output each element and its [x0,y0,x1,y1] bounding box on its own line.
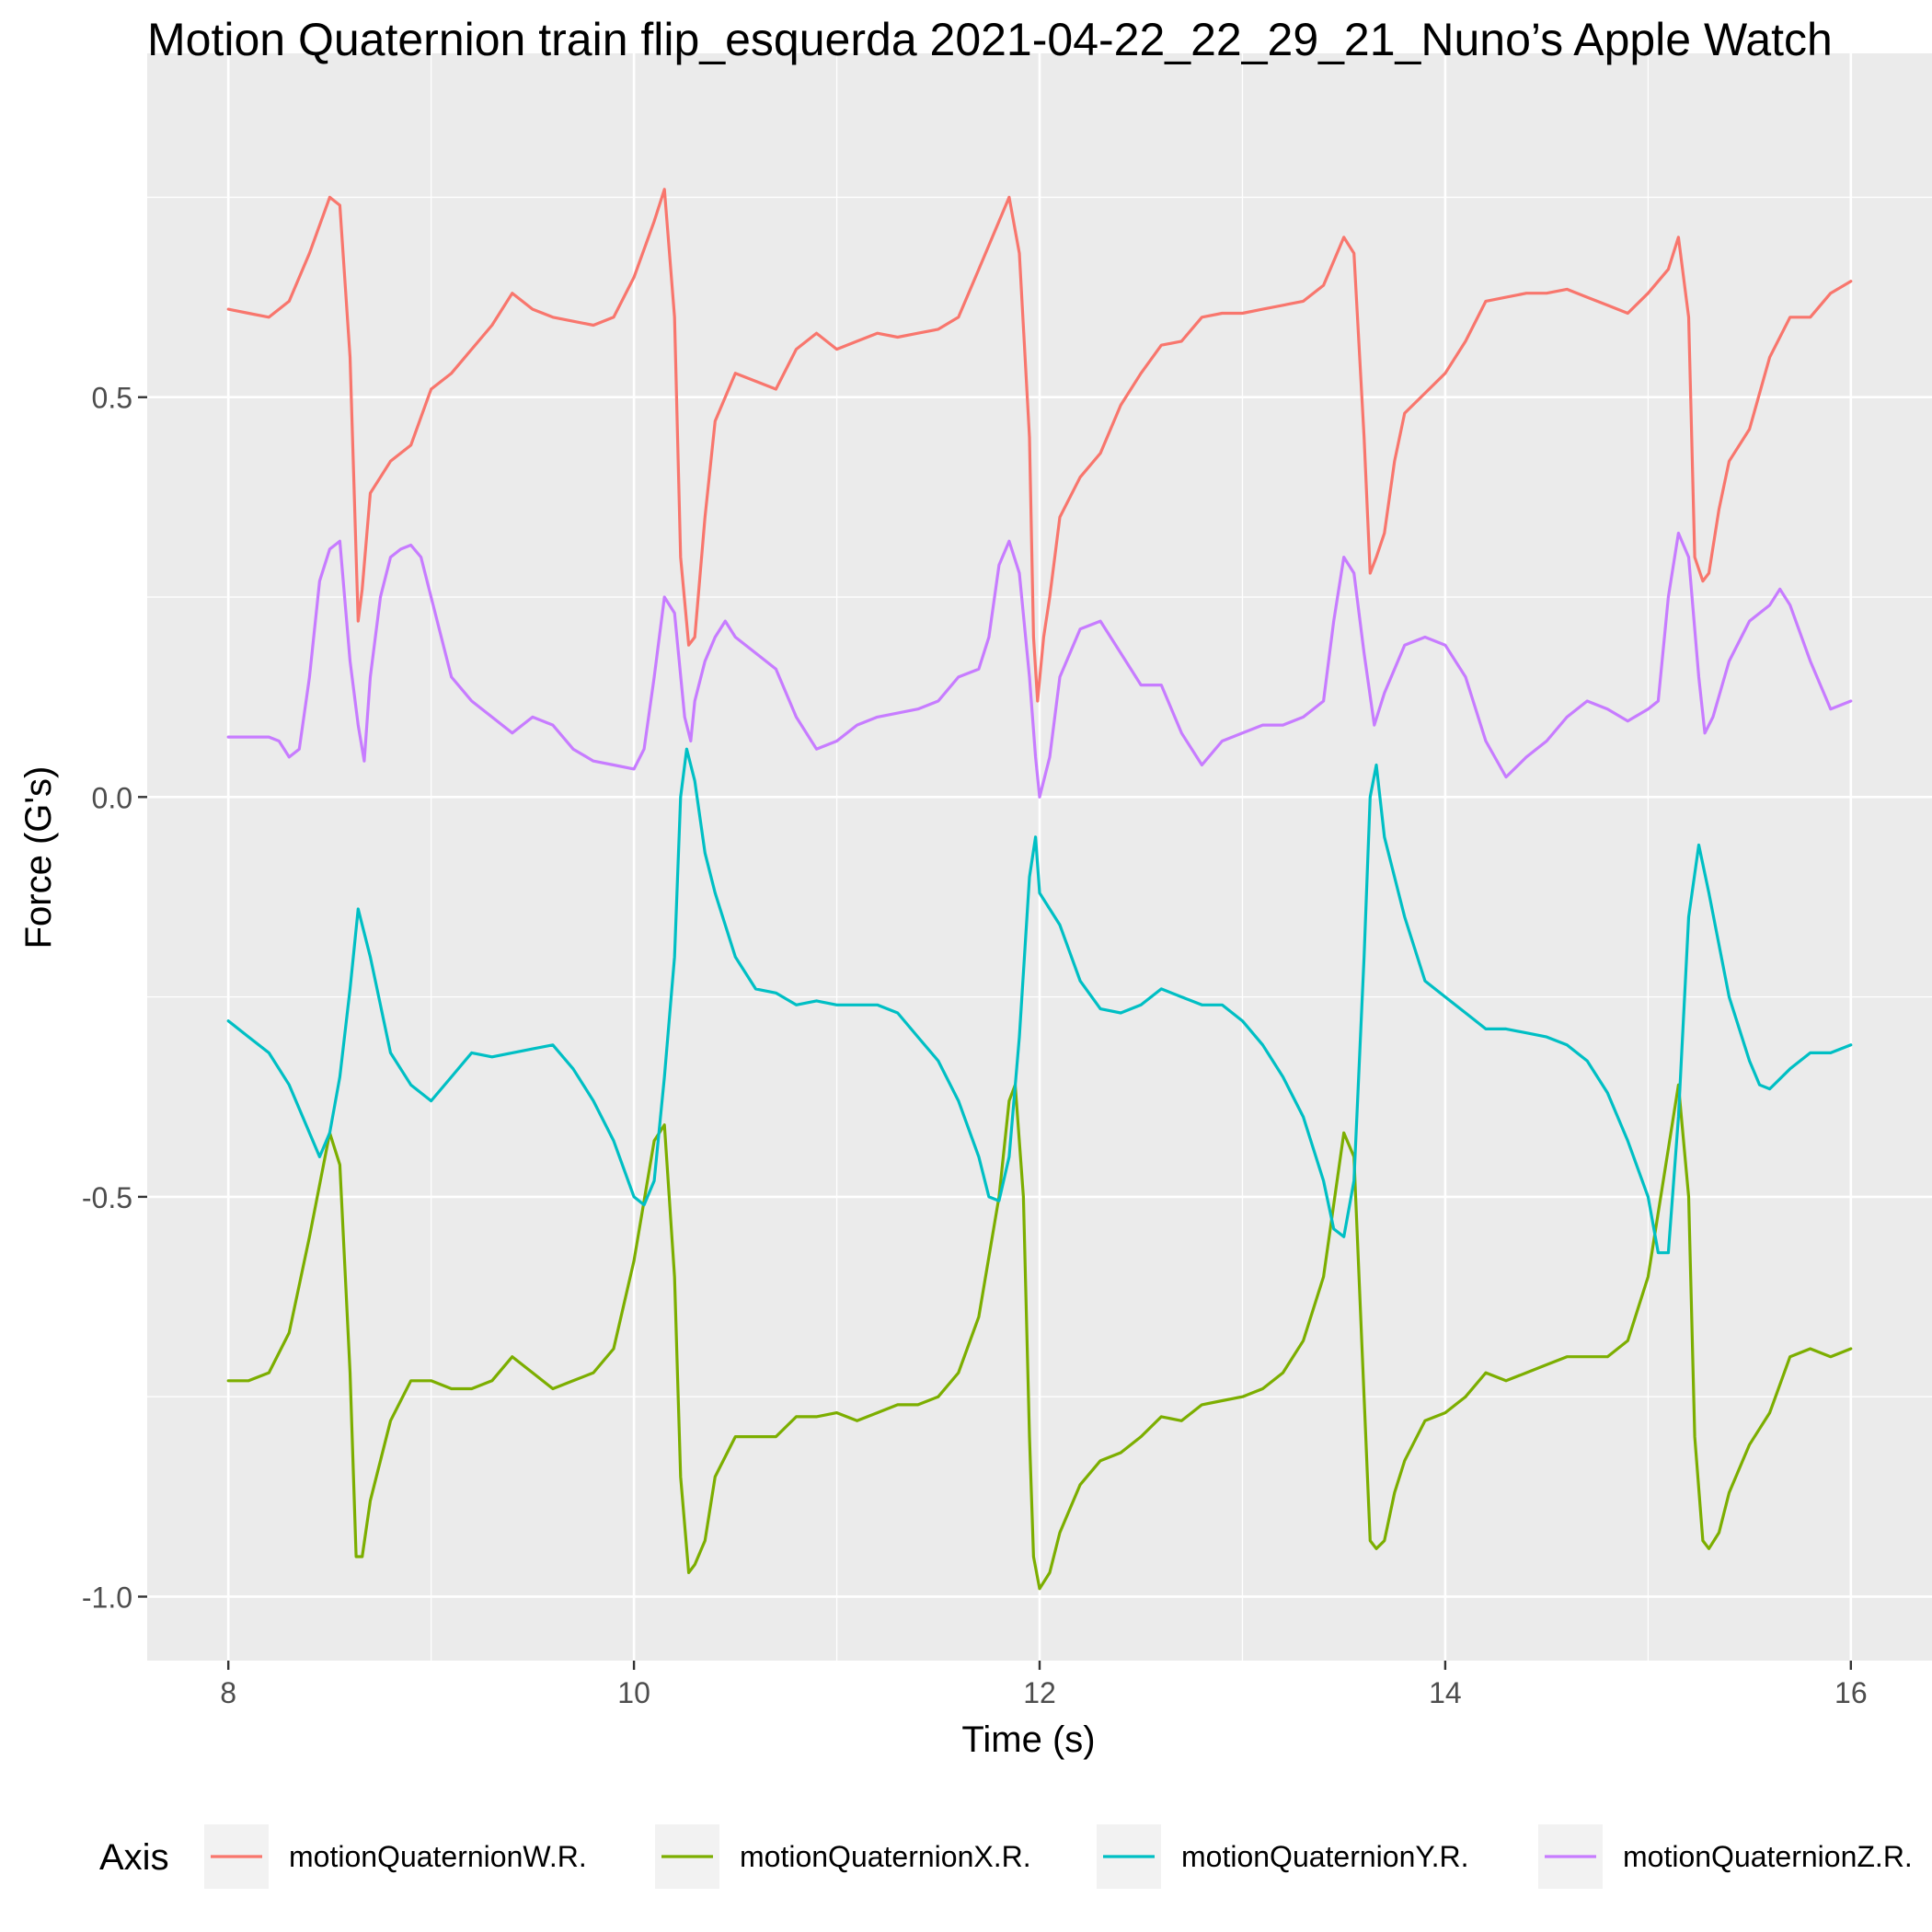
legend-label: motionQuaternionX.R. [740,1840,1031,1873]
legend-label: motionQuaternionZ.R. [1623,1840,1913,1873]
series-line-2 [226,1083,1853,1591]
x-tick-label: 8 [220,1676,236,1709]
series-line-4 [226,531,1853,799]
series-lines [226,188,1853,1591]
y-axis-title: Force (G's) [18,766,59,949]
legend: Axis motionQuaternionW.R. motionQuaternio… [99,1824,1913,1889]
x-tick-label: 14 [1429,1676,1462,1709]
x-axis-title: Time (s) [961,1719,1095,1760]
chart-title: Motion Quaternion train flip_esquerda 20… [147,14,1833,65]
x-tick-label: 10 [617,1676,650,1709]
legend-title: Axis [99,1837,169,1878]
series-line-1 [226,188,1853,703]
y-tick-label: -0.5 [82,1181,132,1214]
y-tick-label: -1.0 [82,1581,132,1614]
y-tick-label: 0.5 [92,382,132,415]
series-line-3 [226,747,1853,1255]
legend-entry: motionQuaternionW.R. [204,1824,587,1889]
y-axis: -1.0 -0.5 0.0 0.5 [82,382,147,1614]
legend-entry: motionQuaternionZ.R. [1538,1824,1913,1889]
legend-entry: motionQuaternionX.R. [655,1824,1031,1889]
y-tick-label: 0.0 [92,781,132,814]
legend-label: motionQuaternionY.R. [1181,1840,1468,1873]
legend-label: motionQuaternionW.R. [289,1840,587,1873]
x-tick-label: 16 [1834,1676,1868,1709]
legend-entry: motionQuaternionY.R. [1097,1824,1468,1889]
x-tick-label: 12 [1023,1676,1056,1709]
x-axis: 8 10 12 14 16 [220,1661,1868,1709]
